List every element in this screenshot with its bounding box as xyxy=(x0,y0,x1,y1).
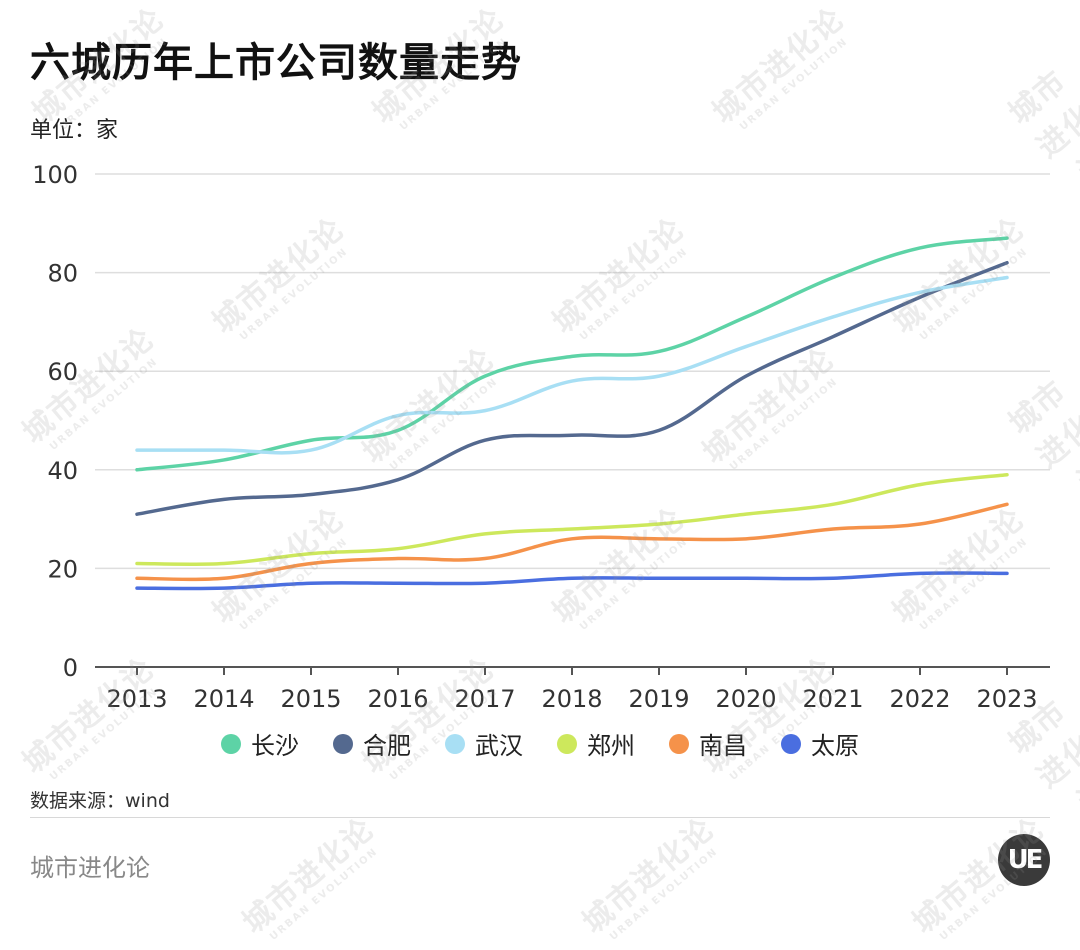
legend-item[interactable]: 太原 xyxy=(781,726,859,761)
legend-label: 武汉 xyxy=(475,732,523,760)
series-line-太原 xyxy=(135,571,1009,591)
footer-divider xyxy=(30,817,1050,818)
legend-marker xyxy=(333,733,353,754)
y-tick-label: 40 xyxy=(47,457,78,485)
legend-item[interactable]: 合肥 xyxy=(333,726,411,761)
series-line-郑州 xyxy=(135,472,1009,567)
series-line-武汉 xyxy=(135,275,1009,455)
y-tick-label: 80 xyxy=(47,260,78,288)
line-chart: 0 20 40 60 80 100 2013 2014 2015 2016 2017 2018 2019… xyxy=(32,161,1050,713)
series-line-南昌 xyxy=(135,502,1009,582)
legend-label: 长沙 xyxy=(251,732,299,760)
legend-marker xyxy=(781,733,801,754)
x-tick-label: 2015 xyxy=(280,685,341,713)
x-tick-label: 2014 xyxy=(193,685,254,713)
legend-label: 郑州 xyxy=(587,732,635,760)
x-tick-label: 2021 xyxy=(802,685,863,713)
brand-logo: UE xyxy=(998,834,1050,886)
x-tick-label: 2023 xyxy=(976,685,1037,713)
axes: 0 20 40 60 80 100 2013 2014 2015 2016 2017 2018 2019… xyxy=(32,161,1050,713)
legend-item[interactable]: 武汉 xyxy=(445,726,523,761)
source-note: 数据来源：wind xyxy=(30,790,170,812)
footer-brand: 城市进化论 xyxy=(30,854,150,882)
legend-marker xyxy=(669,733,689,754)
legend-item[interactable]: 南昌 xyxy=(669,726,747,761)
y-tick-label: 60 xyxy=(47,358,78,386)
chart-title: 六城历年上市公司数量走势 xyxy=(30,40,522,86)
legend-marker xyxy=(557,733,577,754)
x-tick-label: 2016 xyxy=(367,685,428,713)
legend-label: 太原 xyxy=(811,732,859,760)
x-tick-label: 2013 xyxy=(106,685,167,713)
legend-item[interactable]: 郑州 xyxy=(557,726,635,761)
y-tick-label: 20 xyxy=(47,555,78,583)
y-tick-label: 100 xyxy=(32,161,78,189)
series-line-长沙 xyxy=(135,236,1009,472)
legend-label: 合肥 xyxy=(363,732,411,760)
y-tick-label: 0 xyxy=(63,654,78,682)
legend-item[interactable]: 长沙 xyxy=(221,726,299,761)
grid-lines xyxy=(95,173,1050,570)
legend-marker xyxy=(221,733,241,754)
legend: 长沙 合肥 武汉 郑州 南昌 太原 xyxy=(0,726,1080,761)
x-tick-label: 2019 xyxy=(628,685,689,713)
legend-marker xyxy=(445,733,465,754)
x-tick-label: 2022 xyxy=(889,685,950,713)
x-tick-label: 2020 xyxy=(715,685,776,713)
series-line-合肥 xyxy=(135,260,1009,516)
x-tick-label: 2017 xyxy=(454,685,515,713)
series-lines xyxy=(135,236,1009,591)
legend-label: 南昌 xyxy=(699,732,747,760)
unit-label: 单位：家 xyxy=(30,118,119,143)
x-tick-label: 2018 xyxy=(541,685,602,713)
